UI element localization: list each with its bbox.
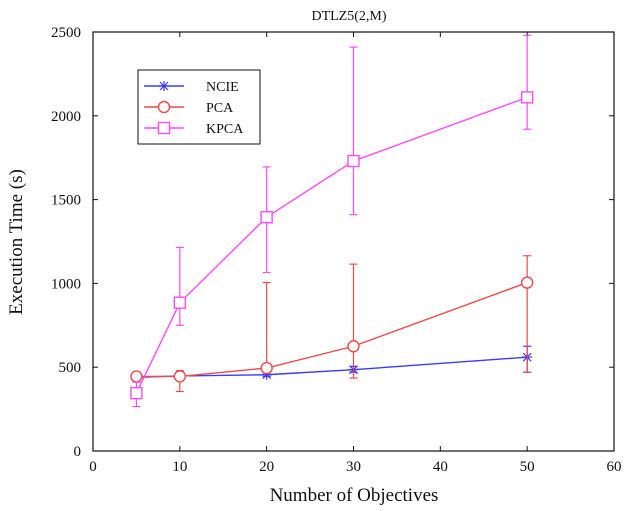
plot-area: 0 10 20 30 40 50 60 0 500 1000 1500 2000 2500 [51,25,622,475]
legend: NCIE PCA KPCA [137,69,261,145]
data-point [130,386,143,400]
x-tick-label: 60 [607,459,622,475]
legend-marker [159,81,169,91]
y-tick-label: 1000 [51,276,81,292]
y-tick-label: 1500 [51,193,81,209]
series-kpca [130,34,534,408]
data-point [173,370,187,383]
x-tick-label: 10 [172,459,187,475]
data-point [173,296,187,309]
legend-item-kpca: KPCA [144,121,244,137]
legend-marker [157,121,171,135]
legend-label: KPCA [206,122,244,137]
x-tick-label: 30 [346,459,361,475]
data-point [260,361,273,375]
y-tick-label: 0 [74,444,82,460]
data-point [347,340,360,353]
legend-item-pca: PCA [144,100,234,116]
series-pca [130,255,534,393]
x-tick-label: 0 [89,459,97,475]
legend-label: NCIE [206,80,239,95]
data-point [130,370,143,383]
x-tick-label: 50 [520,459,535,475]
legend-marker [157,100,171,114]
y-tick-label: 500 [59,360,82,376]
legend-item-ncie: NCIE [144,80,239,95]
data-point [260,210,273,224]
x-tick-label: 20 [259,459,274,475]
chart-title: DTLZ5(2,M) [311,9,386,24]
y-axis-label: Execution Time (s) [6,169,27,315]
y-tick-label: 2000 [51,109,81,125]
x-axis-label: Number of Objectives [270,485,439,506]
data-point [520,91,534,104]
data-point [347,154,360,168]
legend-label: PCA [206,101,234,116]
x-tick-label: 40 [433,459,448,475]
y-tick-label: 2500 [51,25,81,41]
data-point [520,276,534,289]
